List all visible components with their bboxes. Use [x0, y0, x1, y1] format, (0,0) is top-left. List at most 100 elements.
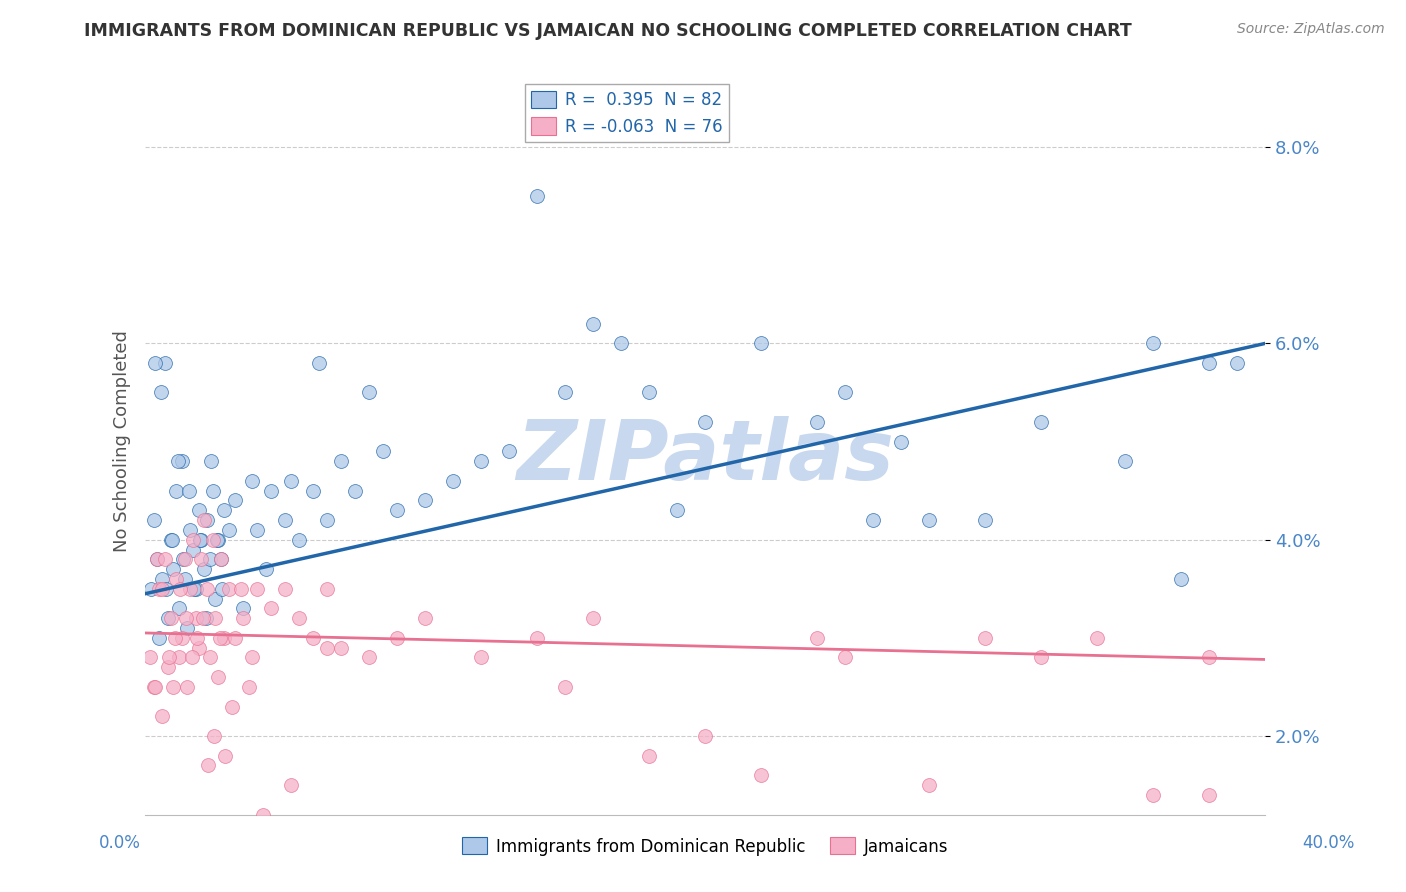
Point [890, 434, 912, 449]
Point [1031, 650, 1053, 665]
Point [695, 415, 717, 429]
Point [174, 611, 197, 625]
Point [204, 591, 226, 606]
Point [240, 474, 263, 488]
Point [218, 523, 240, 537]
Point [159, 611, 181, 625]
Point [415, 493, 437, 508]
Point [207, 533, 229, 547]
Point [143, 680, 166, 694]
Point [188, 533, 211, 547]
Point [142, 680, 165, 694]
Point [155, 582, 177, 596]
Point [232, 611, 254, 625]
Text: ZIPatlas: ZIPatlas [516, 416, 894, 497]
Point [191, 611, 214, 625]
Point [153, 552, 176, 566]
Point [316, 513, 339, 527]
Point [224, 493, 246, 508]
Point [582, 611, 605, 625]
Point [214, 748, 236, 763]
Point [187, 640, 209, 655]
Point [156, 611, 179, 625]
Point [209, 552, 232, 566]
Point [1142, 788, 1164, 802]
Text: 40.0%: 40.0% [1302, 834, 1355, 852]
Point [197, 758, 219, 772]
Point [200, 454, 222, 468]
Point [211, 582, 233, 596]
Point [173, 572, 195, 586]
Point [806, 631, 828, 645]
Point [157, 650, 180, 665]
Point [749, 336, 772, 351]
Point [208, 631, 231, 645]
Point [526, 189, 548, 203]
Point [359, 385, 381, 400]
Point [1114, 454, 1136, 468]
Point [166, 454, 188, 468]
Point [194, 611, 217, 625]
Point [187, 503, 209, 517]
Point [554, 680, 576, 694]
Point [806, 415, 828, 429]
Point [288, 611, 311, 625]
Point [252, 807, 274, 822]
Point [862, 513, 884, 527]
Point [184, 582, 207, 596]
Point [582, 317, 605, 331]
Point [204, 611, 226, 625]
Point [169, 582, 191, 596]
Point [218, 582, 240, 596]
Point [918, 513, 941, 527]
Point [181, 542, 204, 557]
Point [302, 631, 325, 645]
Point [246, 523, 269, 537]
Point [170, 454, 193, 468]
Point [195, 582, 218, 596]
Point [638, 385, 661, 400]
Point [1170, 572, 1192, 586]
Point [150, 582, 173, 596]
Point [163, 631, 186, 645]
Point [387, 631, 409, 645]
Point [207, 670, 229, 684]
Point [149, 385, 172, 400]
Point [201, 483, 224, 498]
Point [143, 356, 166, 370]
Point [224, 631, 246, 645]
Point [359, 650, 381, 665]
Point [240, 650, 263, 665]
Point [201, 533, 224, 547]
Point [186, 631, 208, 645]
Point [918, 778, 941, 792]
Point [179, 523, 201, 537]
Point [162, 562, 184, 576]
Point [198, 650, 221, 665]
Point [330, 454, 353, 468]
Point [280, 778, 302, 792]
Point [145, 552, 167, 566]
Text: Source: ZipAtlas.com: Source: ZipAtlas.com [1237, 22, 1385, 37]
Point [1142, 336, 1164, 351]
Point [172, 552, 194, 566]
Point [202, 729, 225, 743]
Point [974, 631, 997, 645]
Point [181, 533, 204, 547]
Point [156, 660, 179, 674]
Point [162, 680, 184, 694]
Point [638, 748, 661, 763]
Point [415, 611, 437, 625]
Point [274, 582, 297, 596]
Point [834, 650, 856, 665]
Point [177, 483, 200, 498]
Point [1198, 788, 1220, 802]
Point [179, 582, 201, 596]
Point [167, 650, 190, 665]
Point [344, 483, 367, 498]
Point [666, 503, 689, 517]
Point [209, 552, 232, 566]
Point [165, 572, 187, 586]
Point [274, 513, 297, 527]
Point [160, 533, 183, 547]
